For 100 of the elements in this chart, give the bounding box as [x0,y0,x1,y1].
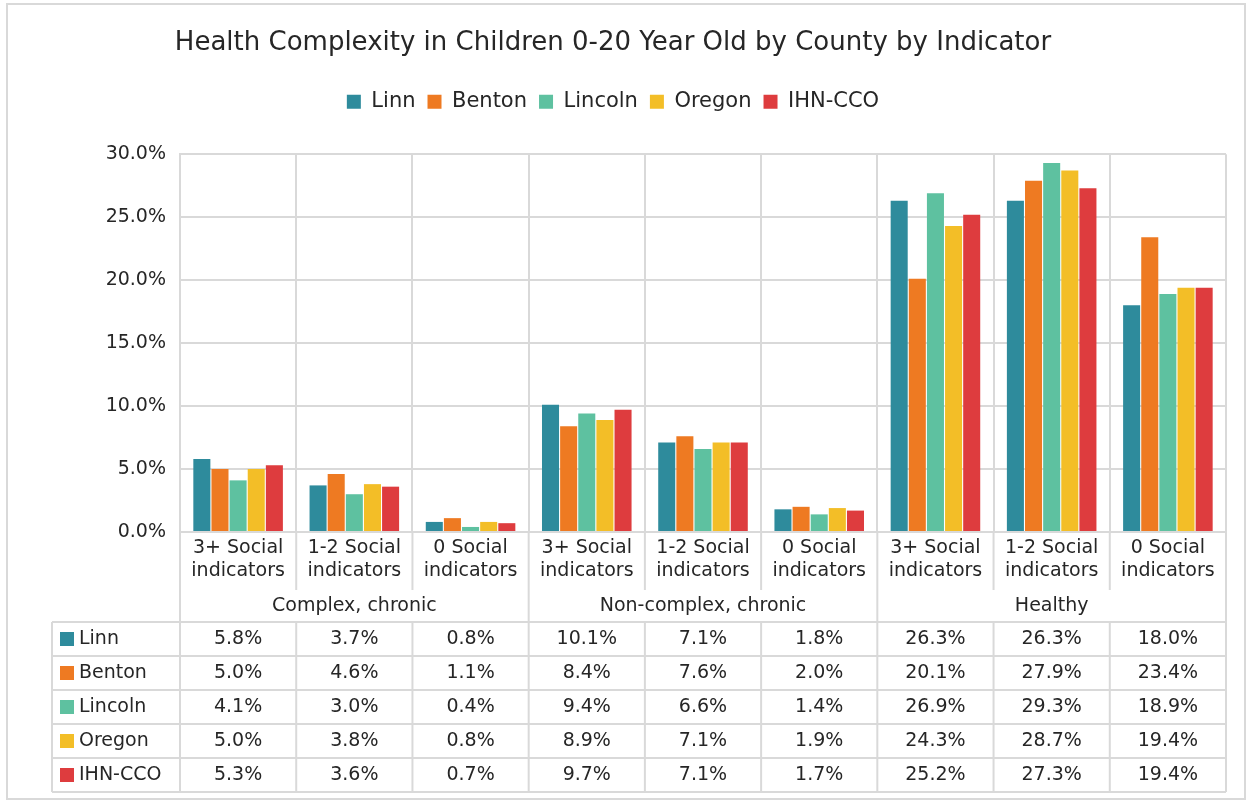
data-label: 26.3% [1021,625,1082,648]
legend-label: Oregon [674,88,752,113]
data-label: 3.0% [330,693,379,716]
bar [676,436,694,531]
bar [694,448,712,531]
data-label: 5.0% [213,727,263,750]
data-label: 26.9% [905,693,966,716]
data-label: 1.7% [795,761,844,784]
x-tick-label: 0 Social indicators [1121,535,1215,581]
data-label: 26.3% [905,625,966,648]
bar [247,469,265,531]
bar [229,480,247,531]
bar [265,465,283,531]
text: Non-complex, chronic [599,592,807,615]
data-label: 5.8% [213,625,263,648]
text: Oregon [79,727,149,750]
data-label: 9.7% [562,761,611,784]
bar [596,419,614,531]
text: Healthy [1014,592,1089,615]
bar [774,509,792,531]
bar [658,442,676,531]
bar [211,469,229,531]
text: Linn [79,625,119,648]
bar [193,458,211,531]
bar [846,510,865,531]
data-label: 7.1% [678,625,728,648]
bar [810,514,828,531]
data-label: 3.6% [330,761,379,784]
data-label: 19.4% [1137,727,1199,750]
data-label: 1.4% [795,693,844,716]
bar [345,494,363,531]
legend-label: Linn [371,88,416,113]
data-label: 29.3% [1021,693,1082,716]
data-label: 0.4% [446,693,495,716]
y-tick-label: 15.0% [105,330,166,353]
x-tick-label: 3+ Social indicators [540,535,634,581]
data-label: 8.9% [562,727,611,750]
bar [730,442,748,531]
y-tick-label: 30.0% [105,141,166,164]
data-label: 7.6% [678,659,728,682]
data-label: 4.1% [213,693,263,716]
data-label: 2.0% [795,659,844,682]
bar [1141,237,1159,531]
x-tick-label: 0 Social indicators [423,535,518,581]
bar [1061,170,1079,531]
data-label: 4.6% [330,659,379,682]
bar [309,485,327,531]
data-label: 18.9% [1137,693,1199,716]
text: IHN-CCO [79,761,162,784]
data-label: 28.7% [1021,727,1082,750]
data-label: 0.7% [446,761,495,784]
data-label: 1.8% [795,625,844,648]
x-tick-label: 3+ Social indicators [191,535,285,581]
data-label: 25.2% [905,761,966,784]
bar [1025,180,1043,531]
bar [363,484,381,531]
data-label: 19.4% [1137,761,1199,784]
bar [1177,287,1195,531]
bar [1006,200,1024,531]
y-tick-label: 5.0% [117,455,166,478]
bar [462,526,480,531]
bar [560,426,578,531]
bar [480,521,498,531]
x-tick-label: 0 Social indicators [772,535,866,581]
text: Lincoln [79,693,147,716]
bar [1159,293,1177,531]
data-label: 3.8% [330,727,379,750]
data-label: 1.1% [446,659,495,682]
x-tick-label: 1-2 Social indicators [1004,535,1099,581]
bar [1079,188,1097,531]
data-label: 0.8% [446,625,495,648]
data-label: 27.9% [1021,659,1082,682]
text: Complex, chronic [271,592,437,615]
data-label: 5.0% [213,659,263,682]
bar [382,486,400,531]
x-tick-label: 1-2 Social indicators [307,535,402,581]
data-label: 1.9% [795,727,844,750]
data-label: 20.1% [905,659,966,682]
data-label: 7.1% [678,727,728,750]
legend-label: IHN-CCO [788,88,880,113]
bar [1123,305,1141,531]
bar [1043,163,1061,531]
bar [712,442,730,531]
bar [498,523,516,531]
bar [578,413,596,531]
data-label: 7.1% [678,761,728,784]
chart-title: Health Complexity in Children 0-20 Year Old by County by Indicator [174,26,1052,57]
bar [1195,287,1213,531]
bar [327,474,345,531]
data-label: 27.3% [1021,761,1082,784]
data-label: 8.4% [562,659,611,682]
bar [828,508,846,531]
legend-label: Benton [452,88,528,113]
y-tick-label: 10.0% [105,393,166,415]
data-label: 10.1% [556,625,617,648]
bar [792,506,810,531]
y-tick-label: 0.0% [117,518,166,541]
data-label: 24.3% [905,727,966,750]
data-label: 0.8% [446,727,495,750]
text: Benton [79,659,147,682]
